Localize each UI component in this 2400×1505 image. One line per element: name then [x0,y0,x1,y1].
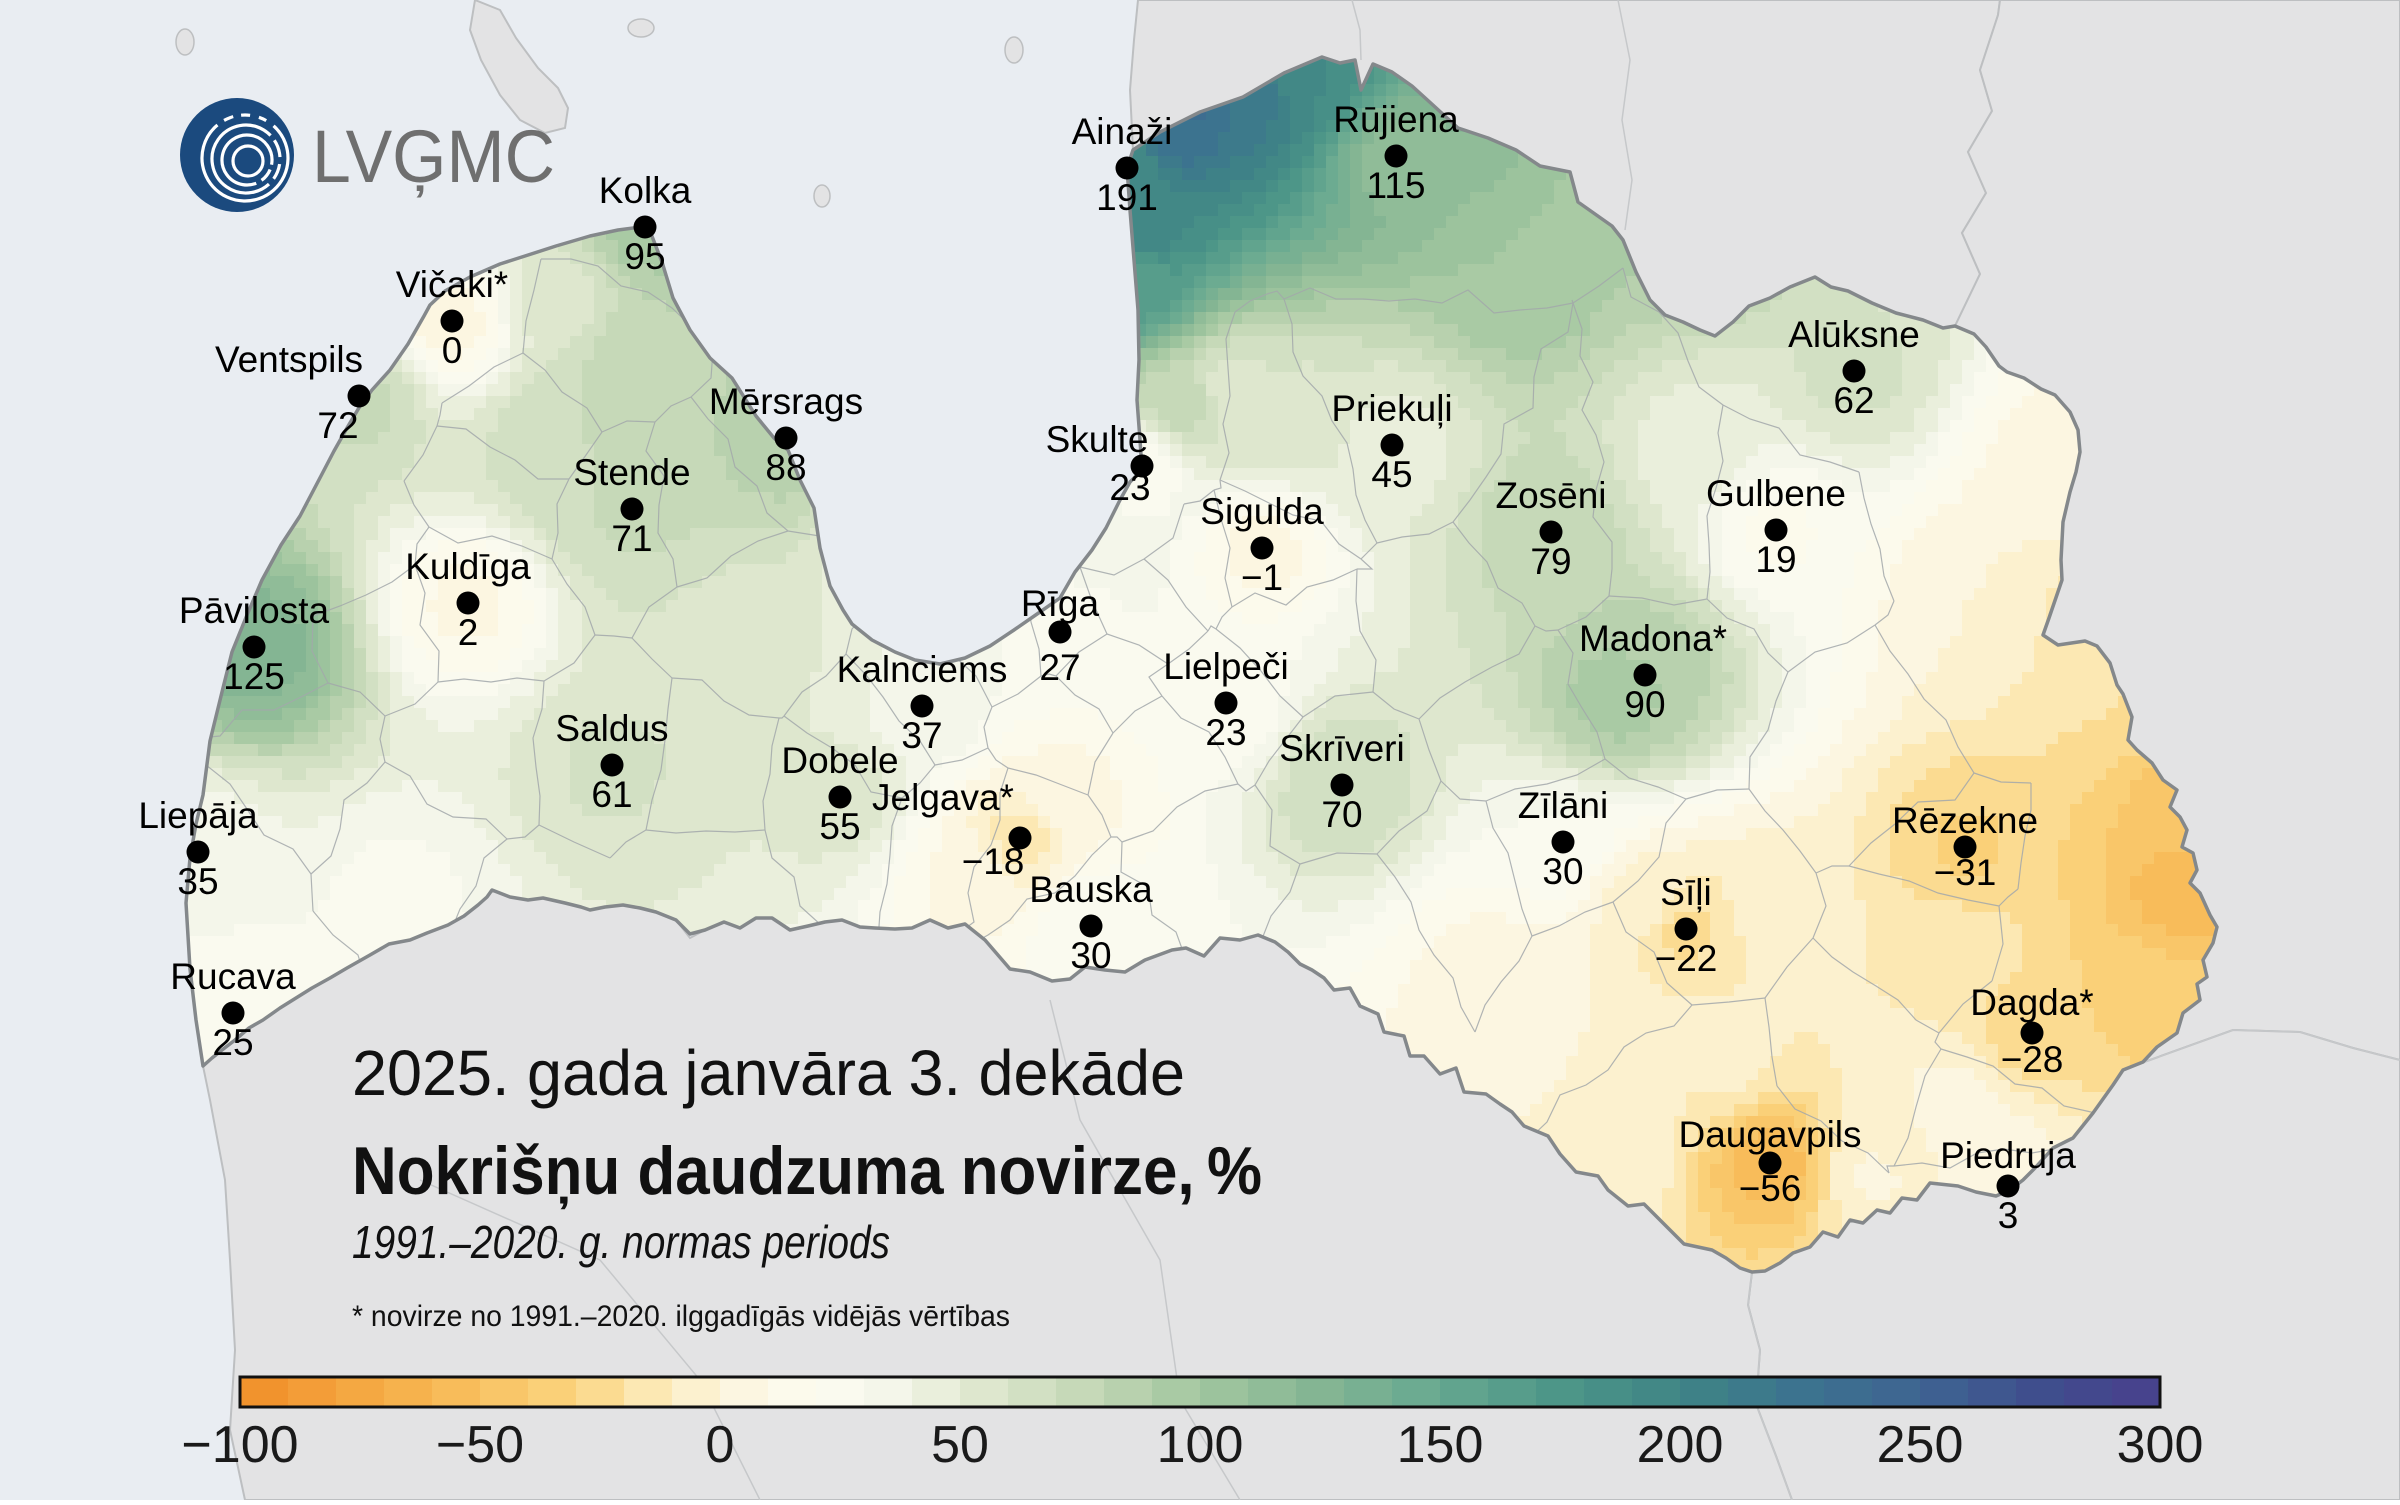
svg-text:Ventspils: Ventspils [215,339,363,380]
svg-text:3: 3 [1998,1195,2019,1236]
svg-text:37: 37 [901,715,942,756]
svg-text:50: 50 [931,1416,989,1474]
svg-text:Kuldīga: Kuldīga [405,546,531,587]
svg-text:Alūksne: Alūksne [1788,314,1920,355]
svg-text:−28: −28 [2001,1039,2064,1080]
svg-text:72: 72 [317,405,358,446]
svg-text:125: 125 [223,656,285,697]
svg-text:250: 250 [1877,1416,1964,1474]
svg-text:115: 115 [1367,165,1426,206]
svg-text:* novirze no 1991.–2020. ilgga: * novirze no 1991.–2020. ilggadīgās vidē… [352,1300,1010,1333]
svg-text:Mērsrags: Mērsrags [709,381,863,422]
svg-text:Nokrišņu daudzuma novirze, %: Nokrišņu daudzuma novirze, % [352,1133,1262,1210]
svg-text:Kalnciems: Kalnciems [837,649,1008,690]
svg-text:−1: −1 [1241,557,1283,598]
svg-text:2025. gada janvāra 3. dekāde: 2025. gada janvāra 3. dekāde [352,1037,1185,1109]
svg-text:71: 71 [611,518,652,559]
svg-text:Vičaki*: Vičaki* [396,264,508,305]
svg-text:45: 45 [1371,454,1412,495]
svg-text:90: 90 [1624,684,1665,725]
svg-text:−22: −22 [1655,938,1718,979]
svg-text:30: 30 [1070,935,1111,976]
svg-text:23: 23 [1205,712,1246,753]
svg-text:Skrīveri: Skrīveri [1279,728,1404,769]
svg-text:191: 191 [1096,177,1158,218]
svg-text:25: 25 [212,1022,253,1063]
svg-text:Pāvilosta: Pāvilosta [179,590,330,631]
svg-text:30: 30 [1542,851,1583,892]
svg-text:55: 55 [819,806,860,847]
svg-text:Stende: Stende [573,452,690,493]
svg-text:Jelgava*: Jelgava* [872,777,1014,818]
svg-text:Sigulda: Sigulda [1200,491,1324,532]
svg-text:Skulte: Skulte [1046,419,1149,460]
svg-text:Rīga: Rīga [1021,583,1100,624]
svg-text:2: 2 [458,612,479,653]
svg-text:−100: −100 [181,1416,298,1474]
svg-text:Ainaži: Ainaži [1072,111,1173,152]
svg-text:61: 61 [591,774,632,815]
svg-text:Sīļi: Sīļi [1660,872,1711,913]
svg-text:62: 62 [1833,380,1874,421]
svg-text:−31: −31 [1934,852,1997,893]
svg-text:95: 95 [624,236,665,277]
svg-text:27: 27 [1039,647,1080,688]
svg-text:Kolka: Kolka [599,170,692,211]
svg-text:Zosēni: Zosēni [1495,475,1606,516]
svg-text:Rucava: Rucava [170,956,296,997]
svg-text:Dagda*: Dagda* [1970,982,2093,1023]
svg-text:−56: −56 [1739,1168,1802,1209]
svg-text:19: 19 [1755,539,1796,580]
svg-text:300: 300 [2117,1416,2204,1474]
svg-text:Piedruja: Piedruja [1940,1135,2076,1176]
svg-text:Zīlāni: Zīlāni [1518,785,1608,826]
svg-text:1991.–2020. g. normas periods: 1991.–2020. g. normas periods [352,1216,890,1268]
svg-text:Priekuļi: Priekuļi [1331,388,1452,429]
svg-text:150: 150 [1397,1416,1484,1474]
svg-text:100: 100 [1157,1416,1244,1474]
svg-text:35: 35 [177,861,218,902]
svg-text:Madona*: Madona* [1579,618,1727,659]
svg-text:88: 88 [765,447,806,488]
svg-text:70: 70 [1321,794,1362,835]
svg-text:Daugavpils: Daugavpils [1678,1114,1861,1155]
svg-text:Rēzekne: Rēzekne [1892,800,2038,841]
svg-text:79: 79 [1530,541,1571,582]
svg-text:0: 0 [706,1416,735,1474]
svg-text:−50: −50 [436,1416,524,1474]
svg-text:Bauska: Bauska [1029,869,1153,910]
svg-text:−18: −18 [962,841,1025,882]
svg-text:Gulbene: Gulbene [1706,473,1846,514]
svg-text:Rūjiena: Rūjiena [1333,99,1459,140]
svg-text:LVĢMC: LVĢMC [312,115,555,198]
svg-text:0: 0 [442,330,463,371]
svg-text:Saldus: Saldus [555,708,668,749]
svg-text:200: 200 [1637,1416,1724,1474]
svg-text:23: 23 [1109,467,1150,508]
svg-text:Liepāja: Liepāja [138,795,258,836]
svg-text:Lielpeči: Lielpeči [1163,646,1288,687]
svg-text:Dobele: Dobele [781,740,898,781]
